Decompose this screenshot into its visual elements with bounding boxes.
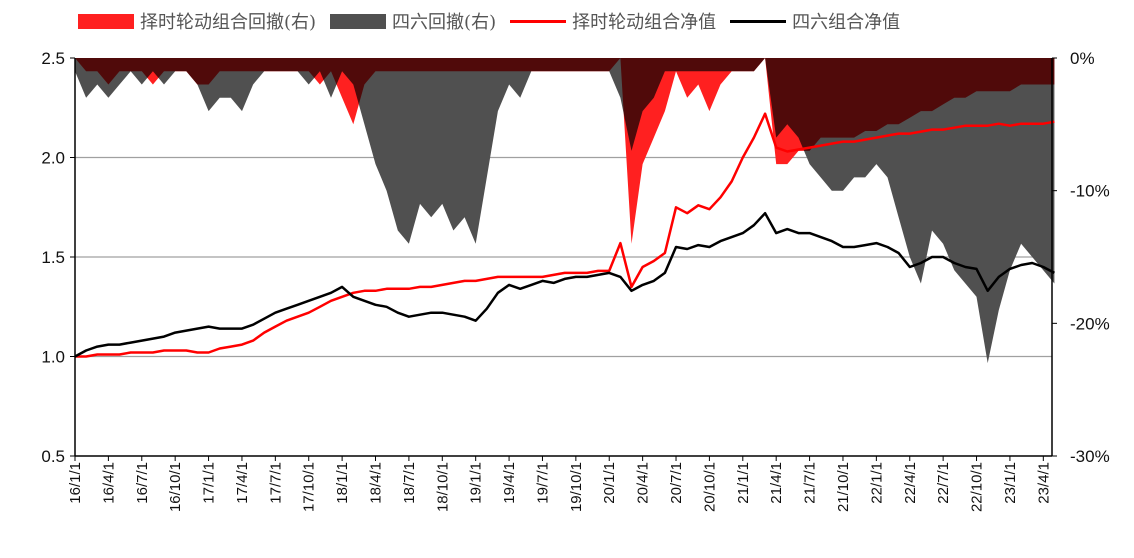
x-tick-label: 19/4/1 xyxy=(501,462,518,504)
legend-label: 四六组合净值 xyxy=(792,12,901,33)
drawdown-areas xyxy=(75,58,1055,364)
x-tick-label: 21/1/1 xyxy=(735,462,752,504)
y-left-tick-label: 0.5 xyxy=(41,447,65,466)
y-left-tick-label: 1.0 xyxy=(41,348,65,367)
legend-line xyxy=(510,19,567,23)
x-tick-label: 23/1/1 xyxy=(1002,462,1019,504)
x-tick-label: 22/1/1 xyxy=(868,462,885,504)
x-tick-label: 17/1/1 xyxy=(201,462,218,504)
x-tick-label: 18/7/1 xyxy=(401,462,418,504)
x-tick-label: 19/1/1 xyxy=(468,462,485,504)
timing-nav-line xyxy=(75,112,1055,358)
legend-label: 择时轮动组合净值 xyxy=(572,12,717,33)
x-tick-label: 18/4/1 xyxy=(368,462,385,504)
x-tick-label: 16/10/1 xyxy=(167,462,184,512)
y-left-tick-label: 1.5 xyxy=(41,248,65,267)
x-tick-label: 23/4/1 xyxy=(1035,462,1052,504)
x-tick-label: 17/4/1 xyxy=(234,462,251,504)
x-tick-label: 21/10/1 xyxy=(835,462,852,512)
y-right-tick-label: 0% xyxy=(1070,49,1095,68)
legend-swatch xyxy=(330,13,387,29)
x-tick-label: 19/7/1 xyxy=(534,462,551,504)
x-tick-label: 21/7/1 xyxy=(802,462,819,504)
legend-item-46-nav: 四六组合净值 xyxy=(730,8,900,34)
x-tick-label: 17/7/1 xyxy=(267,462,284,504)
y-right-tick-label: -30% xyxy=(1070,447,1110,466)
x-tick-label: 20/10/1 xyxy=(701,462,718,512)
y-right-tick-label: -20% xyxy=(1070,314,1110,333)
y-left-tick-label: 2.0 xyxy=(41,149,65,168)
x-tick-label: 16/1/1 xyxy=(67,462,84,504)
x-tick-label: 16/4/1 xyxy=(100,462,117,504)
legend-item-timing-nav: 择时轮动组合净值 xyxy=(510,8,716,34)
x-tick-label: 20/7/1 xyxy=(668,462,685,504)
x-tick-label: 22/4/1 xyxy=(902,462,919,504)
x-tick-label: 22/10/1 xyxy=(969,462,986,512)
x-tick-label: 19/10/1 xyxy=(568,462,585,512)
x-tick-label: 16/7/1 xyxy=(134,462,151,504)
x-tick-label: 20/1/1 xyxy=(601,462,618,504)
46-nav-line xyxy=(74,211,1055,358)
x-tick-label: 21/4/1 xyxy=(768,462,785,504)
x-tick-label: 17/10/1 xyxy=(301,462,318,512)
x-tick-label: 18/1/1 xyxy=(334,462,351,504)
legend-swatch xyxy=(78,13,134,29)
legend-label: 择时轮动组合回撤(右) xyxy=(140,12,317,33)
x-tick-label: 20/4/1 xyxy=(635,462,652,504)
legend-item-timing-drawdown: 择时轮动组合回撤(右) xyxy=(78,8,316,34)
46-drawdown-area xyxy=(75,58,1055,364)
legend-label: 四六回撤(右) xyxy=(392,12,497,33)
legend: 择时轮动组合回撤(右) 四六回撤(右) 择时轮动组合净值 四六组合净值 xyxy=(78,8,914,34)
x-tick-label: 18/10/1 xyxy=(434,462,451,512)
y-left-tick-label: 2.5 xyxy=(41,49,65,68)
x-tick-label: 22/7/1 xyxy=(935,462,952,504)
y-right-tick-label: -10% xyxy=(1070,182,1110,201)
legend-item-46-drawdown: 四六回撤(右) xyxy=(330,8,496,34)
legend-line xyxy=(730,19,787,23)
